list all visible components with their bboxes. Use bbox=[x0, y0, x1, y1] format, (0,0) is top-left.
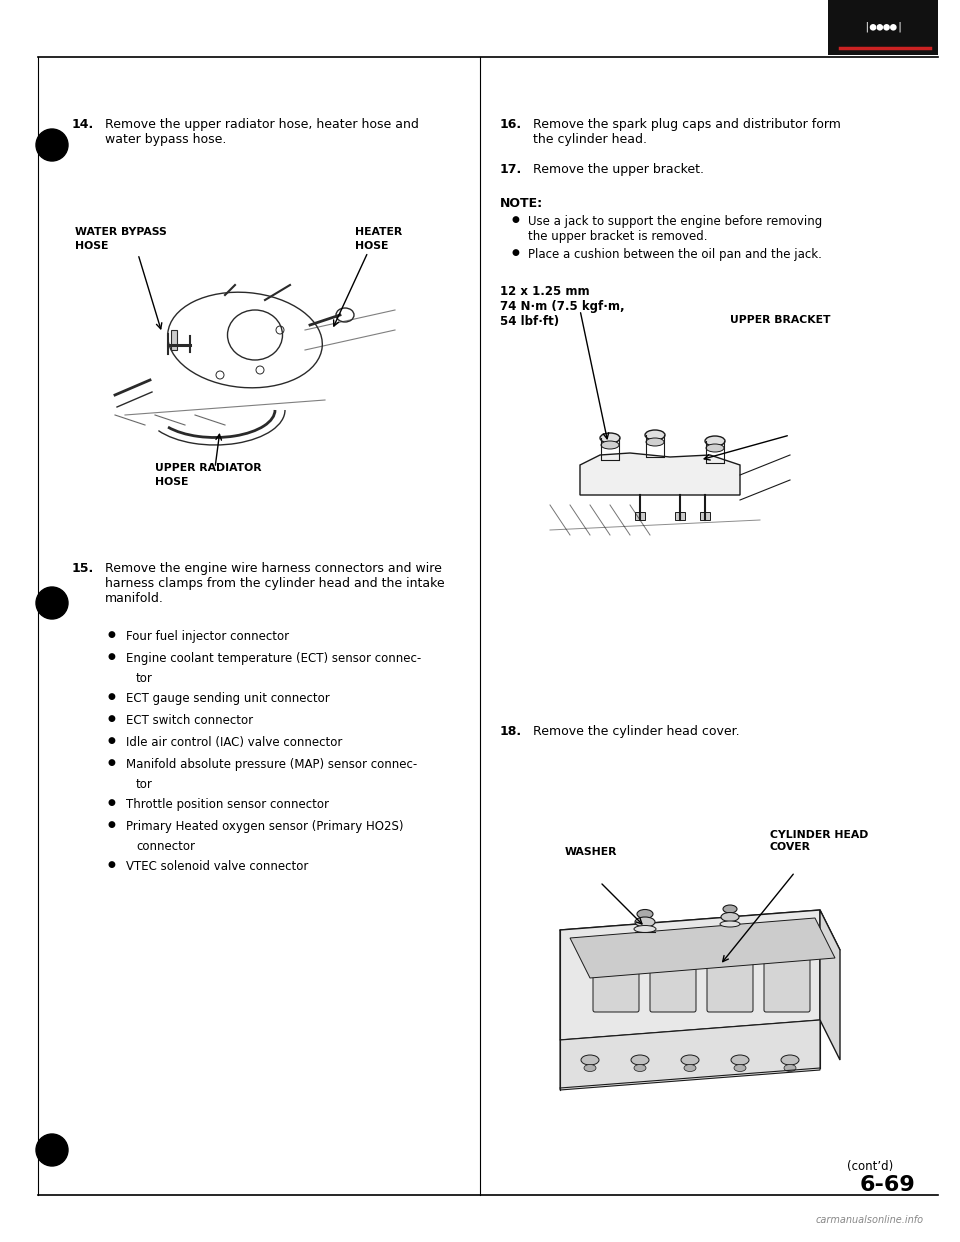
Circle shape bbox=[36, 587, 68, 619]
Polygon shape bbox=[560, 1020, 820, 1090]
Text: NOTE:: NOTE: bbox=[500, 197, 543, 210]
Ellipse shape bbox=[635, 917, 655, 927]
Text: ●: ● bbox=[512, 215, 520, 224]
Text: 16.: 16. bbox=[500, 118, 522, 130]
Text: tor: tor bbox=[136, 672, 153, 686]
Ellipse shape bbox=[720, 922, 740, 927]
Text: ●: ● bbox=[108, 799, 116, 807]
Text: the upper bracket is removed.: the upper bracket is removed. bbox=[528, 230, 708, 243]
Text: Engine coolant temperature (ECT) sensor connec-: Engine coolant temperature (ECT) sensor … bbox=[126, 652, 421, 664]
Ellipse shape bbox=[734, 1064, 746, 1072]
Text: ●: ● bbox=[108, 758, 116, 768]
Ellipse shape bbox=[601, 441, 619, 450]
Text: Throttle position sensor connector: Throttle position sensor connector bbox=[126, 799, 329, 811]
Text: Primary Heated oxygen sensor (Primary HO2S): Primary Heated oxygen sensor (Primary HO… bbox=[126, 820, 403, 833]
Text: 12 x 1.25 mm
74 N·m (7.5 kgf·m,
54 lbf·ft): 12 x 1.25 mm 74 N·m (7.5 kgf·m, 54 lbf·f… bbox=[500, 284, 625, 328]
Ellipse shape bbox=[637, 909, 653, 919]
Text: ●: ● bbox=[108, 652, 116, 661]
Text: Remove the upper radiator hose, heater hose and
water bypass hose.: Remove the upper radiator hose, heater h… bbox=[105, 118, 419, 147]
Ellipse shape bbox=[645, 430, 665, 440]
Ellipse shape bbox=[723, 905, 737, 913]
Text: HOSE: HOSE bbox=[155, 477, 188, 487]
Text: Remove the spark plug caps and distributor form
the cylinder head.: Remove the spark plug caps and distribut… bbox=[533, 118, 841, 147]
Text: Manifold absolute pressure (MAP) sensor connec-: Manifold absolute pressure (MAP) sensor … bbox=[126, 758, 418, 771]
Ellipse shape bbox=[684, 1064, 696, 1072]
Ellipse shape bbox=[781, 1054, 799, 1064]
Ellipse shape bbox=[581, 1054, 599, 1064]
Text: HOSE: HOSE bbox=[355, 241, 389, 251]
Text: ●: ● bbox=[108, 820, 116, 828]
FancyBboxPatch shape bbox=[593, 958, 639, 1012]
Text: connector: connector bbox=[136, 840, 195, 853]
Polygon shape bbox=[560, 910, 820, 1040]
Text: ●: ● bbox=[108, 714, 116, 723]
Text: Remove the cylinder head cover.: Remove the cylinder head cover. bbox=[533, 725, 739, 738]
Circle shape bbox=[36, 1134, 68, 1166]
FancyBboxPatch shape bbox=[828, 0, 938, 55]
Ellipse shape bbox=[721, 913, 739, 922]
Text: WATER BYPASS: WATER BYPASS bbox=[75, 227, 167, 237]
Text: ●: ● bbox=[108, 859, 116, 869]
Text: Remove the upper bracket.: Remove the upper bracket. bbox=[533, 163, 704, 176]
Text: ECT gauge sending unit connector: ECT gauge sending unit connector bbox=[126, 692, 329, 705]
Text: |●●●●|: |●●●●| bbox=[863, 22, 903, 32]
Circle shape bbox=[36, 129, 68, 161]
FancyBboxPatch shape bbox=[707, 958, 753, 1012]
Text: Four fuel injector connector: Four fuel injector connector bbox=[126, 630, 289, 643]
Text: WASHER: WASHER bbox=[565, 847, 617, 857]
Text: ECT switch connector: ECT switch connector bbox=[126, 714, 253, 727]
Text: Remove the engine wire harness connectors and wire
harness clamps from the cylin: Remove the engine wire harness connector… bbox=[105, 561, 444, 605]
Ellipse shape bbox=[631, 1054, 649, 1064]
Ellipse shape bbox=[784, 1064, 796, 1072]
Text: ●: ● bbox=[108, 737, 116, 745]
Text: CYLINDER HEAD
COVER: CYLINDER HEAD COVER bbox=[770, 831, 869, 852]
Text: 14.: 14. bbox=[72, 118, 94, 130]
Text: UPPER BRACKET: UPPER BRACKET bbox=[730, 315, 830, 325]
Polygon shape bbox=[570, 918, 835, 977]
Text: 6-69: 6-69 bbox=[859, 1175, 915, 1195]
Polygon shape bbox=[580, 453, 740, 496]
Ellipse shape bbox=[634, 925, 656, 933]
Text: tor: tor bbox=[136, 777, 153, 791]
Text: VTEC solenoid valve connector: VTEC solenoid valve connector bbox=[126, 859, 308, 873]
Ellipse shape bbox=[634, 1064, 646, 1072]
Text: (cont’d): (cont’d) bbox=[847, 1160, 893, 1172]
Text: HOSE: HOSE bbox=[75, 241, 108, 251]
Text: Use a jack to support the engine before removing: Use a jack to support the engine before … bbox=[528, 215, 823, 229]
Text: UPPER RADIATOR: UPPER RADIATOR bbox=[155, 463, 262, 473]
Text: 15.: 15. bbox=[72, 561, 94, 575]
Text: ●: ● bbox=[108, 692, 116, 700]
Polygon shape bbox=[820, 910, 840, 1059]
Text: 18.: 18. bbox=[500, 725, 522, 738]
Polygon shape bbox=[560, 910, 840, 970]
FancyBboxPatch shape bbox=[764, 958, 810, 1012]
FancyBboxPatch shape bbox=[650, 958, 696, 1012]
Text: HEATER: HEATER bbox=[355, 227, 402, 237]
Text: ●: ● bbox=[108, 630, 116, 638]
Ellipse shape bbox=[646, 438, 664, 446]
Ellipse shape bbox=[600, 433, 620, 443]
Bar bbox=[700, 512, 710, 520]
Ellipse shape bbox=[584, 1064, 596, 1072]
Text: Idle air control (IAC) valve connector: Idle air control (IAC) valve connector bbox=[126, 737, 343, 749]
Ellipse shape bbox=[731, 1054, 749, 1064]
Ellipse shape bbox=[681, 1054, 699, 1064]
Ellipse shape bbox=[706, 443, 724, 452]
Text: Place a cushion between the oil pan and the jack.: Place a cushion between the oil pan and … bbox=[528, 248, 822, 261]
Ellipse shape bbox=[705, 436, 725, 446]
Text: 17.: 17. bbox=[500, 163, 522, 176]
Text: carmanualsonline.info: carmanualsonline.info bbox=[816, 1215, 924, 1225]
Bar bbox=[635, 512, 645, 520]
Bar bbox=[675, 512, 685, 520]
Bar bbox=[171, 330, 177, 350]
Text: ●: ● bbox=[512, 248, 520, 257]
